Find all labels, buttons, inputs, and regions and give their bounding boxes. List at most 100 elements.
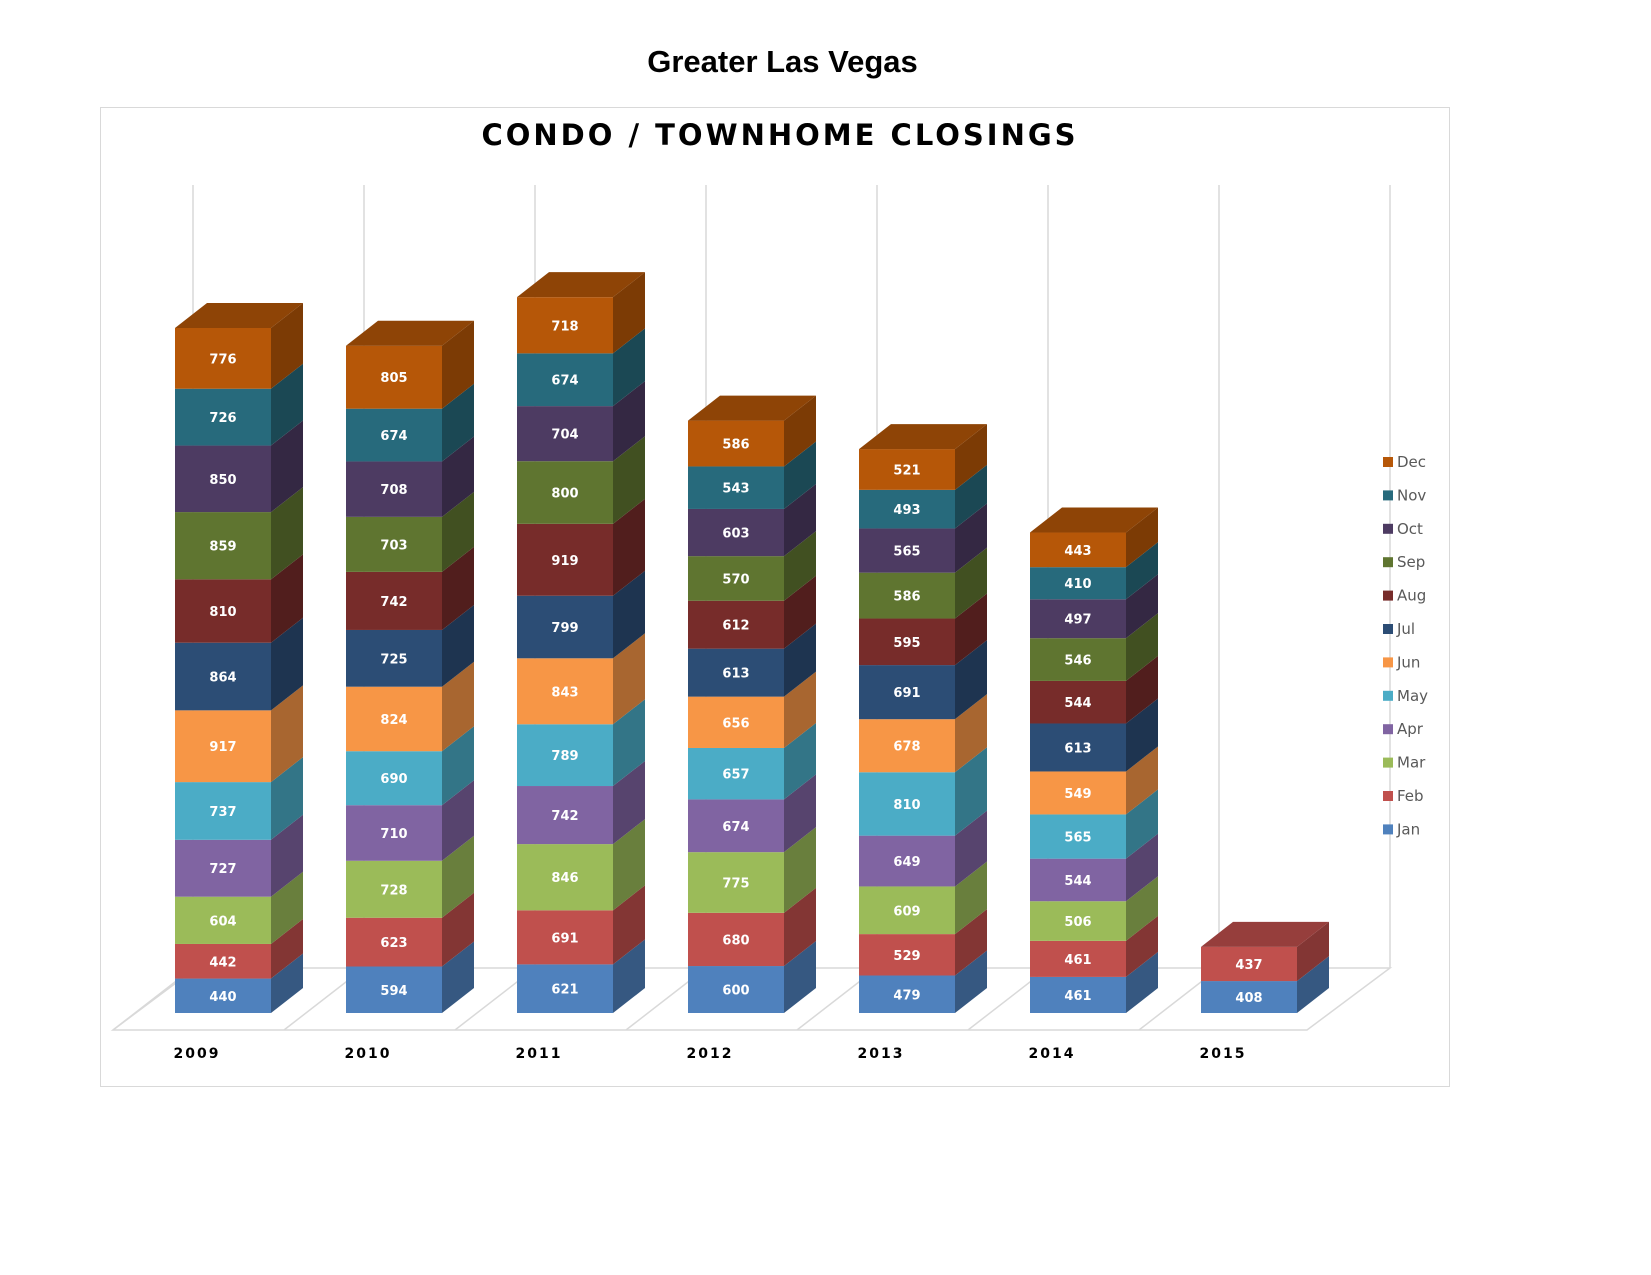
data-label-2011-Oct: 704 (551, 428, 578, 443)
data-label-2014-Mar: 506 (1064, 915, 1091, 930)
data-label-2010-Sep: 703 (380, 538, 407, 553)
legend-item-feb: Feb (1383, 787, 1424, 805)
legend-label: Jan (1396, 820, 1420, 838)
bar-stack-2014 (1030, 507, 1158, 1013)
bar-side-2010-Oct (442, 436, 474, 517)
bar-side-2013-Apr (955, 810, 987, 887)
x-tick-label: 2013 (858, 1046, 905, 1062)
legend-swatch (1383, 757, 1393, 768)
bar-side-2014-Sep (1126, 613, 1158, 681)
bar-2009-Jan (175, 978, 271, 1013)
bar-2012-Sep (688, 556, 784, 601)
data-label-2012-Nov: 543 (722, 482, 749, 497)
bar-2009-Dec (175, 328, 271, 389)
bar-top-2012-Dec (688, 395, 816, 421)
bar-side-2014-Aug (1126, 655, 1158, 724)
bar-side-2010-Apr (442, 780, 474, 861)
bar-2013-Aug (859, 618, 955, 666)
bar-side-2012-May (784, 722, 816, 800)
bar-side-2014-Oct (1126, 574, 1158, 639)
bar-2010-Jun (346, 686, 442, 752)
bar-2009-Feb (175, 943, 271, 979)
bar-2011-Apr (517, 786, 613, 845)
data-label-2014-Aug: 544 (1064, 696, 1091, 711)
bar-side-2014-Apr (1126, 833, 1158, 902)
data-label-2013-Apr: 649 (893, 855, 920, 870)
bar-side-2014-Jul (1126, 698, 1158, 772)
legend-label: Jul (1396, 620, 1415, 638)
bar-side-2011-Jun (613, 633, 645, 725)
data-label-2009-Aug: 810 (209, 605, 236, 620)
bar-side-2011-Nov (613, 328, 645, 407)
data-label-2009-Jan: 440 (209, 990, 236, 1005)
bar-side-2009-Nov (271, 363, 303, 446)
data-label-2011-Apr: 742 (551, 809, 578, 824)
bar-2010-Oct (346, 461, 442, 517)
legend-item-jun: Jun (1383, 653, 1420, 671)
bar-2015-Feb (1201, 946, 1297, 982)
data-label-2010-Dec: 805 (380, 371, 407, 386)
bar-side-2014-Jun (1126, 746, 1158, 815)
data-label-2010-May: 690 (380, 772, 407, 787)
legend-swatch (1383, 824, 1393, 835)
data-label-2009-Dec: 776 (209, 352, 236, 367)
data-label-2012-Mar: 775 (722, 876, 749, 891)
data-label-2010-Nov: 674 (380, 429, 407, 444)
data-label-2011-Sep: 800 (551, 487, 578, 502)
legend-label: Oct (1397, 520, 1423, 538)
bar-2012-Aug (688, 600, 784, 649)
legend-item-oct: Oct (1383, 520, 1423, 538)
data-label-2013-Dec: 521 (893, 463, 920, 478)
bar-2012-May (688, 747, 784, 800)
legend-item-jul: Jul (1383, 620, 1415, 638)
data-label-2013-Aug: 595 (893, 636, 920, 651)
bar-stack-2012 (688, 395, 816, 1013)
bar-side-2009-Jun (271, 685, 303, 783)
data-label-2012-Feb: 680 (722, 933, 749, 948)
bar-2012-Oct (688, 508, 784, 557)
page-title: Greater Las Vegas (647, 44, 918, 79)
bar-side-2009-Mar (271, 871, 303, 944)
bar-side-2011-Aug (613, 498, 645, 596)
bar-side-2011-Jan (613, 939, 645, 1013)
bar-side-2010-Jan (442, 941, 474, 1013)
data-label-2012-Jun: 656 (722, 716, 749, 731)
data-label-2014-Nov: 410 (1064, 577, 1091, 592)
bar-2012-Jan (688, 966, 784, 1013)
bar-side-2014-Nov (1126, 542, 1158, 600)
bar-side-2012-Jan (784, 941, 816, 1013)
legend-item-mar: Mar (1383, 754, 1426, 772)
bar-side-2009-Oct (271, 420, 303, 513)
bar-side-2013-Aug (955, 593, 987, 666)
bar-2010-Apr (346, 805, 442, 861)
bar-side-2010-Mar (442, 835, 474, 918)
legend-swatch (1383, 791, 1393, 801)
bar-side-2012-Dec (784, 395, 816, 467)
data-label-2011-Feb: 691 (551, 931, 578, 946)
legend-swatch (1383, 490, 1393, 501)
bar-side-2009-Aug (271, 554, 303, 643)
data-label-2009-Apr: 727 (209, 862, 236, 877)
bar-2012-Mar (688, 852, 784, 913)
data-label-2013-Jul: 691 (893, 686, 920, 701)
bar-side-2014-Jan (1126, 951, 1158, 1013)
bar-side-2012-Apr (784, 774, 816, 853)
legend-swatch (1383, 557, 1393, 568)
bar-2009-Apr (175, 839, 271, 897)
bar-side-2009-Jan (271, 953, 303, 1013)
x-tick-label: 2012 (687, 1046, 734, 1062)
bar-top-2013-Dec (859, 424, 987, 450)
bar-2011-Nov (517, 353, 613, 407)
legend-label: Apr (1397, 720, 1424, 738)
bar-side-2010-Aug (442, 546, 474, 630)
data-label-2009-May: 737 (209, 805, 236, 820)
bar-side-2013-May (955, 747, 987, 836)
legend-item-may: May (1383, 687, 1428, 705)
bar-2014-Nov (1030, 567, 1126, 600)
bar-side-2013-Feb (955, 909, 987, 976)
bar-2013-Sep (859, 572, 955, 619)
chart-title: CONDO / TOWNHOME CLOSINGS (481, 118, 1078, 152)
data-label-2010-Oct: 708 (380, 483, 407, 498)
bar-side-2010-Sep (442, 491, 474, 572)
bar-side-2010-Dec (442, 320, 474, 409)
